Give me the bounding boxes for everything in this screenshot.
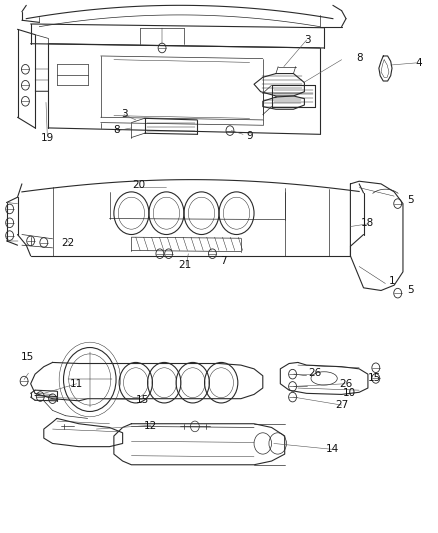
Text: 22: 22 xyxy=(61,238,74,248)
Text: 27: 27 xyxy=(335,400,348,409)
Text: 10: 10 xyxy=(343,389,356,398)
Text: 15: 15 xyxy=(21,352,34,362)
Text: 15: 15 xyxy=(136,395,149,405)
Text: 8: 8 xyxy=(356,53,363,62)
Text: 5: 5 xyxy=(407,195,414,205)
Text: 3: 3 xyxy=(121,109,128,119)
Text: 5: 5 xyxy=(407,286,414,295)
Text: 11: 11 xyxy=(70,379,83,389)
Text: 26: 26 xyxy=(308,368,321,378)
Text: 20: 20 xyxy=(132,181,145,190)
Text: 14: 14 xyxy=(325,445,339,454)
Text: 15: 15 xyxy=(368,374,381,383)
Text: 12: 12 xyxy=(144,422,157,431)
Text: 18: 18 xyxy=(361,219,374,228)
Text: 19: 19 xyxy=(41,133,54,142)
Text: 21: 21 xyxy=(178,261,191,270)
Text: 7: 7 xyxy=(220,256,227,266)
Text: 4: 4 xyxy=(415,58,422,68)
Text: 3: 3 xyxy=(304,35,311,45)
Text: 9: 9 xyxy=(246,131,253,141)
Text: 8: 8 xyxy=(113,125,120,134)
Text: 26: 26 xyxy=(339,379,353,389)
Text: 1: 1 xyxy=(389,277,396,286)
